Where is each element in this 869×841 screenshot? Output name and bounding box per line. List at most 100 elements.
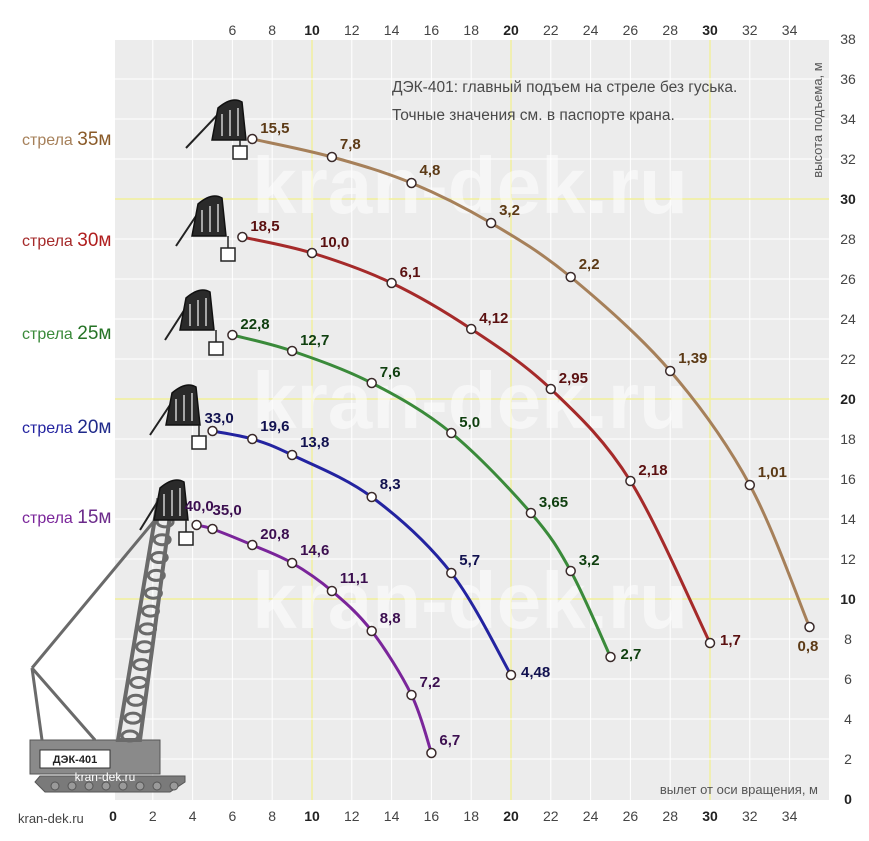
crane-boom-lattice: [138, 622, 158, 636]
load-label: 3,2: [499, 202, 520, 219]
data-point: [207, 425, 218, 437]
data-point: [704, 637, 716, 649]
data-point: [286, 345, 298, 357]
data-point: [366, 491, 377, 503]
crane-boom-lattice: [126, 693, 146, 707]
load-label: 20,8: [260, 526, 289, 543]
crane-wheel: [84, 781, 94, 791]
y-tick-label: 36: [840, 71, 856, 87]
crane-badge-text: ДЭК-401: [53, 754, 97, 766]
load-label: 1,01: [758, 464, 787, 481]
x-tick-label-top: 6: [229, 22, 237, 38]
data-point: [247, 133, 258, 145]
load-label: 7,2: [420, 674, 441, 691]
crane-boom-lattice: [123, 711, 143, 725]
load-label: 33,0: [205, 410, 234, 427]
series-name-boom: 25м: [77, 323, 111, 344]
y-tick-label: 24: [840, 311, 856, 327]
load-label: 1,39: [678, 350, 707, 367]
x-tick-label-top: 10: [304, 22, 320, 38]
data-point: [247, 433, 258, 445]
series-35м: 15,5 7,8 4,8 3,2 2,2 1,39 1,01 0,8 стрела 35м: [22, 120, 818, 655]
watermark-text: kran-dek.ru: [252, 356, 688, 445]
boom-tip-lattice: [189, 298, 207, 326]
crane-wheel: [101, 781, 111, 791]
crane-boom-lattice: [146, 568, 166, 582]
y-tick-label: 30: [840, 191, 856, 207]
y-tick-label: 6: [844, 671, 852, 687]
x-tick-label-bottom: 6: [229, 808, 237, 824]
series-25м: 22,8 12,7 7,6 5,0 3,65 3,2 2,7 стрела 25м: [22, 316, 641, 663]
x-tick-label-bottom: 0: [109, 808, 117, 824]
data-point: [744, 479, 756, 491]
load-label: 4,12: [479, 310, 508, 327]
data-point: [446, 567, 457, 579]
x-tick-label-top: 34: [782, 22, 798, 38]
load-label: 12,7: [300, 332, 329, 349]
boom-tip-icon: [185, 99, 248, 160]
series-name-label: стрела 25м: [22, 323, 111, 344]
y-tick-label: 22: [840, 351, 856, 367]
crane-boom-lattice: [132, 658, 152, 672]
crane-wheel: [169, 781, 179, 791]
x-tick-label-bottom: 12: [344, 808, 360, 824]
x-tick-label-top: 12: [344, 22, 360, 38]
x-tick-label-top: 28: [662, 22, 678, 38]
crane-wheel: [152, 781, 162, 791]
x-tick-label-bottom: 10: [304, 808, 320, 824]
load-label: 6,7: [439, 732, 460, 749]
load-label: 8,3: [380, 476, 401, 493]
x-tick-label-bottom: 24: [583, 808, 599, 824]
load-label: 7,8: [340, 136, 361, 153]
series-name-boom: 35м: [77, 129, 111, 150]
crane-badge: [39, 749, 111, 769]
crane-boom-lattice: [152, 533, 172, 547]
y-tick-label: 8: [844, 631, 852, 647]
y-tick-label: 16: [840, 471, 856, 487]
load-label: 15,5: [260, 120, 289, 137]
crane-boom-lattice: [143, 586, 163, 600]
x-tick-label-top: 18: [463, 22, 479, 38]
hook-block: [220, 247, 236, 262]
boom-tip-lattice: [201, 204, 219, 232]
series-name-prefix: стрела: [22, 510, 77, 527]
load-label: 7,6: [380, 364, 401, 381]
data-point: [227, 329, 238, 341]
x-tick-label-top: 32: [742, 22, 758, 38]
boom-tip-icon: [175, 195, 236, 262]
series-name-prefix: стрела: [22, 132, 77, 149]
y-axis-title: высота подъема, м: [810, 62, 825, 178]
hook-block: [208, 341, 224, 356]
load-label: 5,7: [459, 552, 480, 569]
data-point: [247, 539, 258, 551]
data-point: [664, 365, 676, 377]
crane-boom-lattice: [135, 640, 155, 654]
x-tick-label-top: 30: [702, 22, 718, 38]
data-point: [326, 151, 338, 163]
crane-boom-lattice: [149, 551, 169, 565]
y-tick-label: 26: [840, 271, 856, 287]
y-tick-label: 20: [840, 391, 856, 407]
y-tick-label: 28: [840, 231, 856, 247]
crane-wheel: [50, 781, 60, 791]
data-point: [386, 277, 397, 289]
crane-wheel: [67, 781, 77, 791]
crane-boom-lattice: [129, 675, 149, 689]
x-tick-label-bottom: 26: [623, 808, 639, 824]
data-point: [545, 383, 557, 395]
data-point: [565, 565, 576, 577]
boom-tip-icon: [139, 479, 194, 546]
load-label: 19,6: [260, 418, 289, 435]
x-tick-label-bottom: 20: [503, 808, 519, 824]
y-tick-label: 12: [840, 551, 856, 567]
load-label: 22,8: [240, 316, 269, 333]
series-name-boom: 20м: [77, 417, 111, 438]
x-tick-label-bottom: 4: [189, 808, 197, 824]
x-tick-label-top: 22: [543, 22, 559, 38]
load-label: 3,2: [579, 552, 600, 569]
load-label: 35,0: [213, 502, 242, 519]
x-tick-label-bottom: 16: [424, 808, 440, 824]
load-label: 4,8: [420, 162, 441, 179]
load-label: 13,8: [300, 434, 329, 451]
